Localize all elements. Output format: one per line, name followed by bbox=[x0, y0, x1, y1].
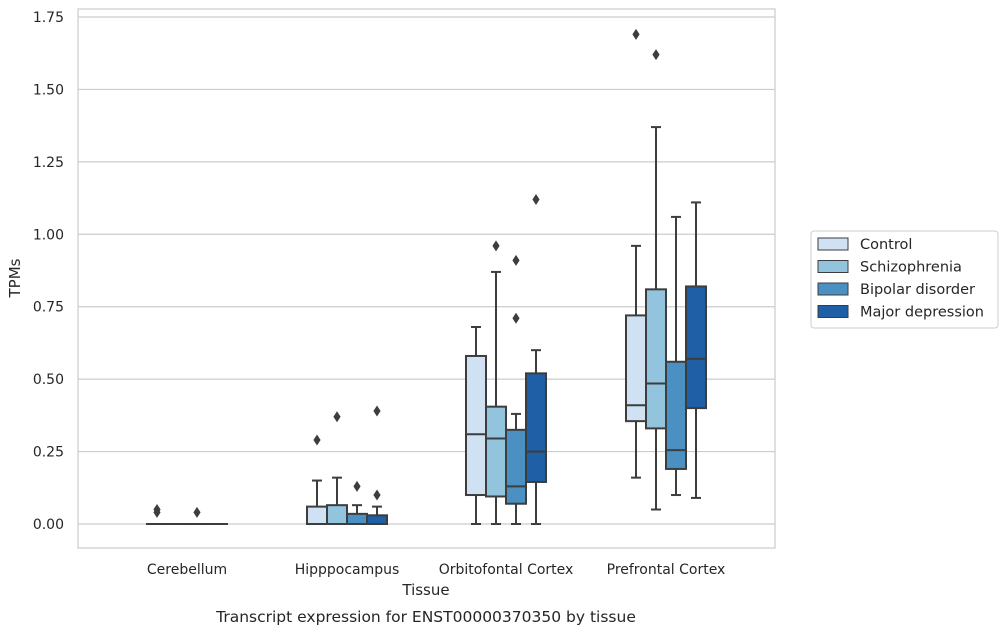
legend-label: Bipolar disorder bbox=[860, 282, 975, 298]
outlier-point bbox=[532, 194, 540, 206]
legend-label: Control bbox=[860, 237, 912, 253]
legend-swatch bbox=[817, 282, 849, 296]
legend-label: Major depression bbox=[860, 305, 984, 321]
outlier-point bbox=[512, 312, 520, 324]
box-iqr bbox=[505, 428, 527, 505]
box-iqr bbox=[485, 405, 507, 498]
plot-frame bbox=[77, 8, 776, 549]
y-tick-label: 1.00 bbox=[33, 227, 64, 243]
outlier-point bbox=[512, 254, 520, 266]
x-tick-label: Hipppocampus bbox=[295, 562, 400, 578]
box-group bbox=[366, 405, 388, 526]
box-group bbox=[685, 201, 707, 499]
x-axis-title: Tissue bbox=[401, 581, 449, 599]
box-group bbox=[505, 254, 527, 525]
x-tick-label: Orbitofontal Cortex bbox=[439, 562, 574, 578]
legend-swatch bbox=[817, 305, 849, 318]
chart-caption: Transcript expression for ENST0000037035… bbox=[215, 608, 636, 626]
box-group bbox=[625, 28, 647, 479]
x-tick-label: Cerebellum bbox=[147, 562, 227, 578]
box-iqr bbox=[366, 514, 388, 526]
box-iqr bbox=[665, 360, 687, 470]
box-group bbox=[326, 411, 348, 526]
box-iqr bbox=[465, 354, 487, 497]
box-group bbox=[645, 49, 667, 511]
outlier-point bbox=[373, 405, 381, 417]
x-tick-label: Prefrontal Cortex bbox=[607, 562, 726, 578]
outlier-point bbox=[313, 434, 321, 446]
plot-background bbox=[78, 9, 775, 548]
y-tick-label: 1.25 bbox=[33, 155, 64, 171]
y-tick-label: 0.00 bbox=[33, 517, 64, 533]
box-iqr bbox=[306, 505, 328, 526]
box-iqr bbox=[326, 504, 348, 526]
legend-frame bbox=[810, 230, 999, 329]
y-tick-label: 0.25 bbox=[33, 445, 64, 461]
y-tick-label: 1.50 bbox=[33, 82, 64, 98]
outlier-point bbox=[652, 49, 660, 61]
y-axis-ticks: 0.00 0.25 0.50 0.75 1.00 1.25 1.50 1.75 bbox=[33, 10, 64, 533]
box-iqr bbox=[645, 288, 667, 430]
y-tick-label: 0.75 bbox=[33, 300, 64, 316]
legend: Control Schizophrenia Bipolar disorder Majo… bbox=[810, 230, 999, 329]
outlier-point bbox=[153, 504, 161, 516]
box-group bbox=[665, 215, 687, 497]
outlier-point bbox=[492, 240, 500, 252]
outlier-point bbox=[373, 489, 381, 501]
y-tick-label: 1.75 bbox=[33, 10, 64, 26]
legend-label: Schizophrenia bbox=[860, 260, 962, 276]
outlier-point bbox=[193, 506, 201, 518]
outlier-point bbox=[632, 28, 640, 40]
box-iqr bbox=[525, 372, 547, 483]
box-iqr bbox=[685, 285, 707, 410]
y-axis-title: TPMs bbox=[6, 258, 24, 298]
box-group bbox=[465, 325, 487, 525]
x-axis-ticks: Cerebellum Hipppocampus Orbitofontal Corte… bbox=[147, 562, 725, 578]
legend-swatch bbox=[817, 260, 849, 273]
box-group bbox=[525, 194, 547, 525]
box-layer bbox=[146, 28, 707, 526]
box-group bbox=[186, 506, 208, 526]
outlier-point bbox=[353, 480, 361, 492]
box-iqr bbox=[346, 512, 368, 525]
outlier-point bbox=[333, 411, 341, 423]
legend-swatch bbox=[817, 237, 849, 251]
y-tick-label: 0.50 bbox=[33, 372, 64, 388]
